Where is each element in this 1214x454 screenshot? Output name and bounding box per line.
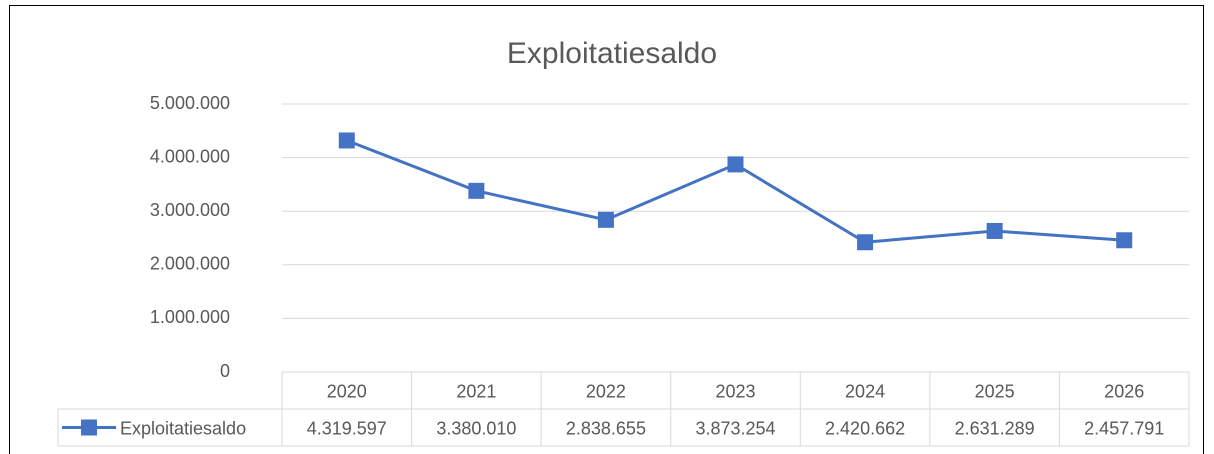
x-tick-label: 2022	[586, 381, 626, 401]
legend-label: Exploitatiesaldo	[120, 418, 246, 438]
x-tick-label: 2024	[845, 381, 885, 401]
marker	[338, 132, 355, 149]
x-tick-label: 2025	[975, 381, 1015, 401]
marker	[857, 234, 874, 251]
y-tick-label: 5.000.000	[150, 93, 230, 113]
marker	[597, 211, 614, 228]
y-tick-label: 0	[220, 361, 230, 381]
y-tick-label: 3.000.000	[150, 200, 230, 220]
table-value: 2.631.289	[955, 418, 1035, 438]
table-value: 2.838.655	[566, 418, 646, 438]
table-value: 3.873.254	[695, 418, 775, 438]
legend-marker	[81, 419, 97, 436]
x-tick-label: 2020	[327, 381, 367, 401]
marker	[986, 222, 1003, 239]
marker	[468, 182, 485, 199]
table-value: 4.319.597	[307, 418, 387, 438]
y-tick-label: 4.000.000	[150, 146, 230, 166]
marker	[1116, 232, 1133, 249]
chart-title: Exploitatiesaldo	[507, 37, 717, 70]
table-value: 3.380.010	[436, 418, 516, 438]
table-value: 2.420.662	[825, 418, 905, 438]
marker	[727, 156, 744, 173]
chart-border	[9, 5, 1204, 454]
y-tick-label: 2.000.000	[150, 254, 230, 274]
table-value: 2.457.791	[1084, 418, 1164, 438]
x-tick-label: 2026	[1104, 381, 1144, 401]
series-line	[346, 139, 1125, 244]
x-tick-label: 2023	[715, 381, 755, 401]
y-tick-label: 1.000.000	[150, 307, 230, 327]
x-tick-label: 2021	[456, 381, 496, 401]
